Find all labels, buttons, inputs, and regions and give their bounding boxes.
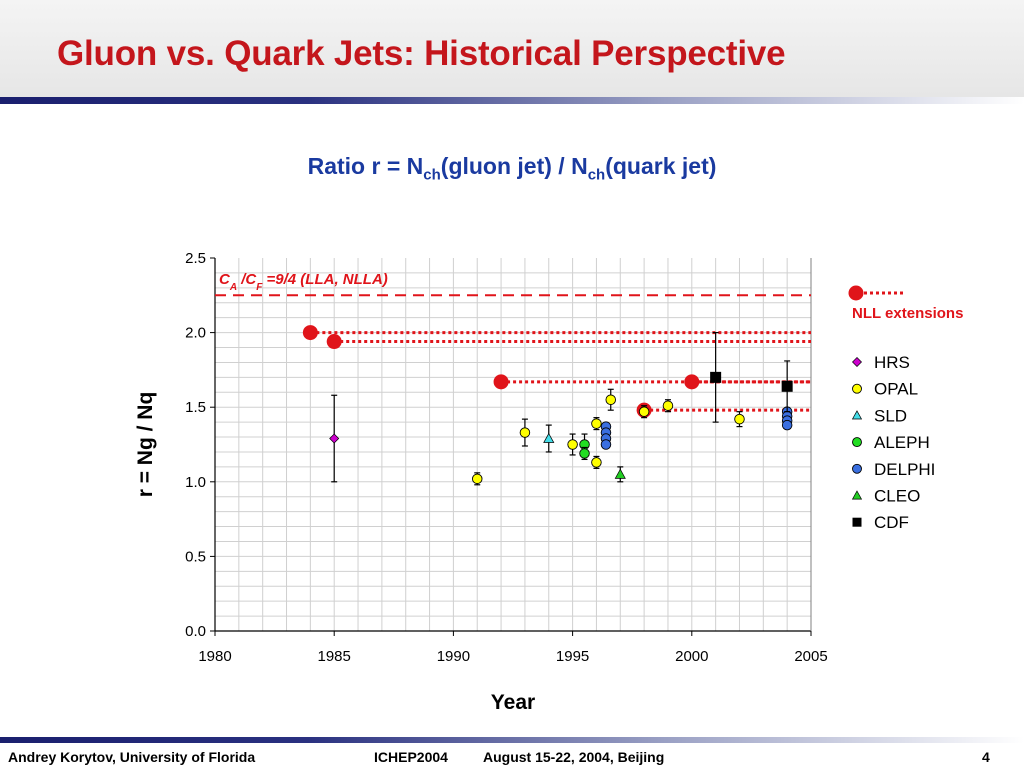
- legend-hrs-label: HRS: [874, 353, 910, 372]
- aleph-data-point: [579, 448, 590, 459]
- opal-data-point: [519, 427, 531, 438]
- legend-delphi-marker: [852, 463, 862, 474]
- opal-data-point: [591, 457, 602, 468]
- x-tick-label: 2000: [675, 648, 708, 665]
- lla-label-part: C: [219, 271, 231, 288]
- footer-dates: August 15-22, 2004, Beijing: [483, 749, 665, 765]
- legend-cdf-marker: [852, 517, 862, 527]
- opal-data-point: [471, 473, 483, 485]
- lla-label-part: =9/4 (LLA, NLLA): [262, 271, 387, 288]
- footer-page-number: 4: [982, 749, 990, 765]
- legend-cleo-marker: [851, 490, 863, 500]
- subtitle-sub: ch: [587, 166, 606, 184]
- subtitle-part: (gluon jet) / N: [440, 153, 588, 179]
- x-tick-label: 2005: [794, 648, 827, 665]
- y-tick-label: 0.5: [185, 548, 206, 565]
- subtitle-part: Ratio r = N: [307, 153, 424, 179]
- opal-data-point: [591, 418, 602, 429]
- y-tick-label: 0.0: [185, 623, 206, 640]
- legend-cdf-label: CDF: [874, 513, 909, 532]
- legend-aleph-label: ALEPH: [874, 433, 930, 452]
- y-tick-label: 2.0: [185, 325, 206, 342]
- nll-extension-marker: [684, 374, 700, 390]
- slide-header: [0, 0, 1024, 97]
- nll-extension-marker: [326, 334, 342, 350]
- lla-label: CA /CF =9/4 (LLA, NLLA): [219, 271, 388, 293]
- legend-nll-label: NLL extensions: [852, 305, 963, 322]
- cdf-data-point: [781, 380, 793, 392]
- legend-delphi-label: DELPHI: [874, 460, 935, 479]
- cleo-data-point: [614, 468, 626, 479]
- plot-area: [215, 258, 811, 631]
- delphi-data-point: [781, 419, 793, 431]
- legend-aleph-marker: [852, 437, 862, 448]
- footer-divider: [0, 737, 1024, 743]
- legend-hrs-marker: [852, 357, 862, 367]
- nll-extension-marker: [493, 374, 509, 390]
- cdf-data-point: [710, 371, 722, 383]
- delphi-data-point: [600, 439, 612, 450]
- sld-data-point: [543, 432, 555, 443]
- nll-extension-marker: [302, 325, 318, 341]
- chart-title: Ratio r = Nch(gluon jet) / Nch(quark jet…: [0, 153, 1024, 184]
- x-axis-label: Year: [491, 691, 535, 714]
- legend-sld-marker: [851, 410, 863, 420]
- x-tick-label: 1995: [556, 648, 589, 665]
- header-divider: [0, 97, 1024, 104]
- lla-label-subscript: F: [256, 282, 263, 293]
- footer-conference: ICHEP2004: [374, 749, 448, 765]
- opal-data-point: [605, 394, 616, 405]
- lla-label-subscript: A: [229, 282, 237, 293]
- legend-cleo-label: CLEO: [874, 487, 920, 506]
- opal-data-point: [567, 439, 578, 450]
- x-tick-label: 1985: [318, 648, 351, 665]
- opal-data-point: [662, 400, 674, 411]
- lla-label-part: /C: [237, 271, 257, 288]
- x-tick-label: 1990: [437, 648, 470, 665]
- footer-author: Andrey Korytov, University of Florida: [8, 749, 256, 765]
- x-tick-label: 1980: [198, 648, 231, 665]
- legend-nll-marker: [848, 285, 864, 301]
- y-axis-label: r = Ng / Nq: [134, 392, 157, 498]
- y-tick-label: 1.5: [185, 399, 206, 416]
- subtitle-sub: ch: [423, 166, 441, 184]
- hrs-data-point: [329, 433, 340, 444]
- slide-title: Gluon vs. Quark Jets: Historical Perspec…: [57, 34, 786, 73]
- legend-opal-marker: [852, 383, 862, 394]
- opal-data-point: [734, 413, 745, 425]
- opal-data-point: [638, 406, 650, 417]
- y-tick-label: 1.0: [185, 474, 206, 491]
- legend-opal-label: OPAL: [874, 380, 918, 399]
- y-tick-label: 2.5: [185, 250, 206, 267]
- legend-sld-label: SLD: [874, 406, 907, 425]
- subtitle-part: (quark jet): [605, 153, 717, 179]
